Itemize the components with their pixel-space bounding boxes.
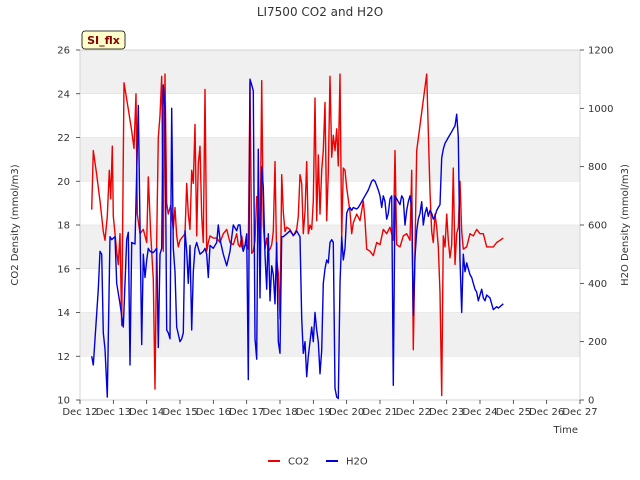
y-left-tick-label: 24 xyxy=(57,89,70,100)
x-tick-label: Dec 19 xyxy=(296,407,331,418)
y-right-tick-label: 400 xyxy=(588,279,607,290)
x-tick-label: Dec 17 xyxy=(229,407,264,418)
y-left-tick-label: 10 xyxy=(57,396,70,407)
series-line-co2 xyxy=(91,73,504,397)
y-right-tick-label: 800 xyxy=(588,162,607,173)
x-tick-label: Dec 26 xyxy=(529,407,564,418)
x-tick-label: Dec 13 xyxy=(96,407,131,418)
y-right-tick-label: 600 xyxy=(588,221,607,232)
series-layer xyxy=(91,73,504,400)
y-left-tick-label: 22 xyxy=(57,133,70,144)
left-axis: 10 12 14 16 18 20 22 24 26 xyxy=(57,46,80,407)
x-tick-label: Dec 16 xyxy=(196,407,231,418)
chart-title: LI7500 CO2 and H2O xyxy=(257,5,383,19)
site-badge: SI_flx xyxy=(81,30,126,50)
series-line-h2o xyxy=(91,78,504,400)
site-badge-label: SI_flx xyxy=(87,34,120,47)
right-axis: 0 200 400 600 800 1000 1200 xyxy=(580,46,613,407)
y-left-tick-label: 14 xyxy=(57,308,70,319)
background-band xyxy=(80,268,580,313)
legend-label: H2O xyxy=(346,457,368,468)
y-axis-left-label: CO2 Density (mmol/m3) xyxy=(10,164,21,285)
legend-item-co2: CO2 xyxy=(268,457,309,468)
y-left-tick-label: 12 xyxy=(57,352,70,363)
x-tick-label: Dec 22 xyxy=(396,407,431,418)
legend-item-h2o: H2O xyxy=(326,457,368,468)
y-right-tick-label: 1000 xyxy=(588,104,613,115)
y-left-tick-label: 20 xyxy=(57,177,70,188)
x-tick-label: Dec 21 xyxy=(362,407,397,418)
y-axis-right-label: H2O Density (mmol/m3) xyxy=(620,164,631,286)
y-left-tick-label: 16 xyxy=(57,264,70,275)
y-right-tick-label: 0 xyxy=(588,396,594,407)
background-band xyxy=(80,312,580,357)
x-tick-label: Dec 27 xyxy=(562,407,597,418)
x-tick-label: Dec 25 xyxy=(496,407,531,418)
y-right-tick-label: 200 xyxy=(588,337,607,348)
background-band xyxy=(80,137,580,182)
x-tick-label: Dec 14 xyxy=(129,407,164,418)
x-tick-label: Dec 15 xyxy=(162,407,197,418)
y-right-tick-label: 1200 xyxy=(588,46,613,57)
x-axis-label: Time xyxy=(553,425,578,436)
x-tick-label: Dec 23 xyxy=(429,407,464,418)
y-left-tick-label: 26 xyxy=(57,46,70,57)
background-band xyxy=(80,181,580,225)
legend: CO2 H2O xyxy=(268,457,368,468)
y-left-tick-label: 18 xyxy=(57,221,70,232)
x-tick-label: Dec 20 xyxy=(329,407,364,418)
legend-label: CO2 xyxy=(288,457,309,468)
x-tick-label: Dec 12 xyxy=(62,407,97,418)
x-tick-label: Dec 24 xyxy=(462,407,497,418)
background-band xyxy=(80,356,580,400)
x-tick-label: Dec 18 xyxy=(262,407,297,418)
site-badge-box xyxy=(81,30,126,50)
